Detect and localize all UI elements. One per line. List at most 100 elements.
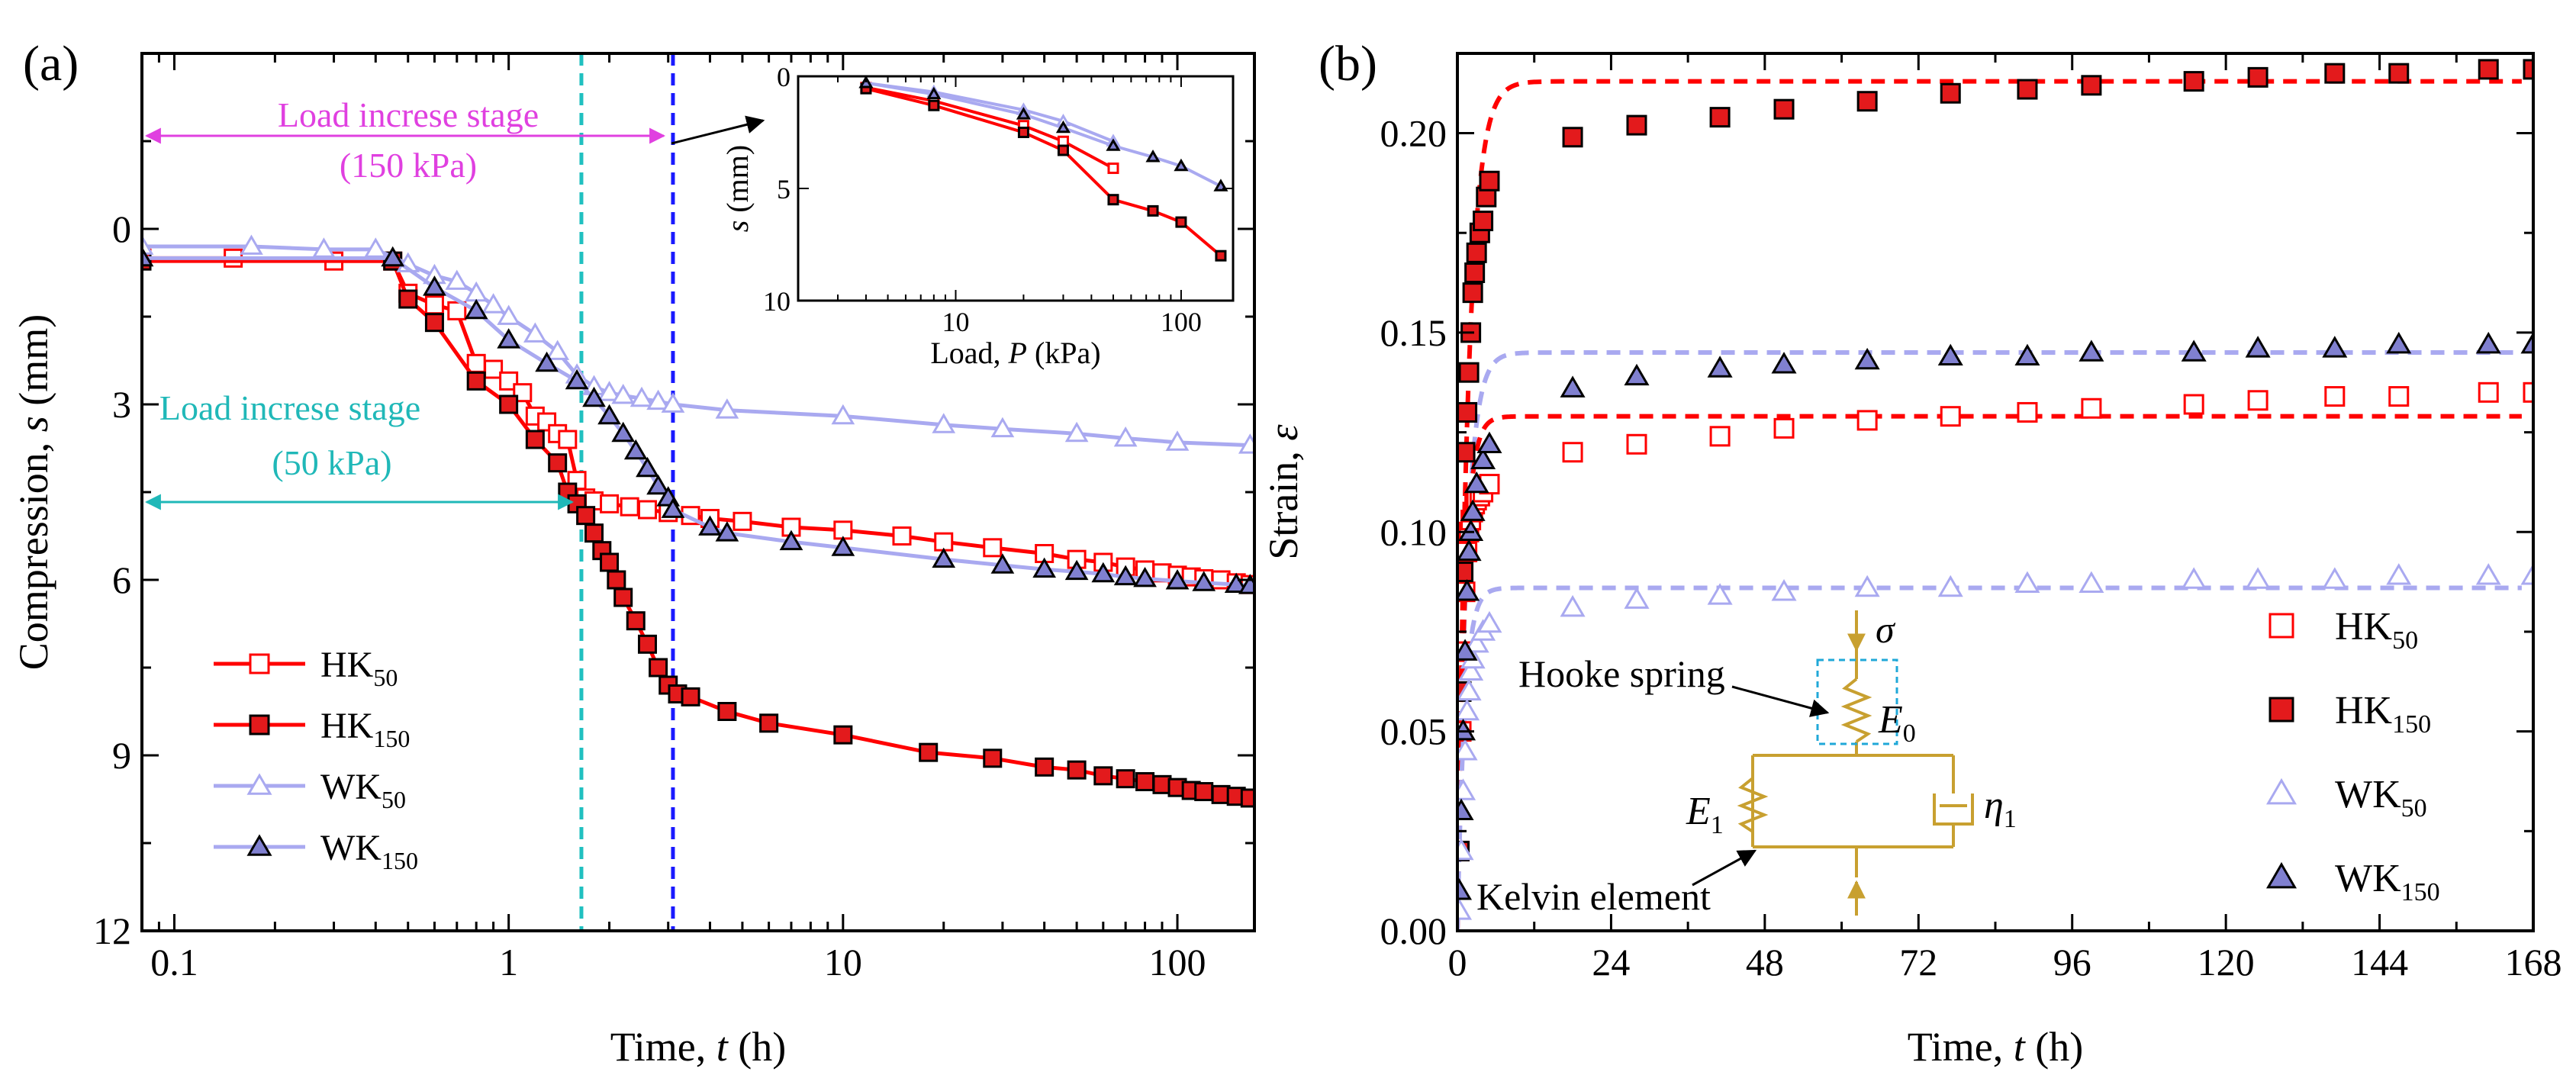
b-point-WK50	[2520, 563, 2533, 585]
a-point-WK150	[1192, 571, 1216, 591]
b-point-HK50	[1856, 410, 1878, 431]
a-y-tick-label: 6	[112, 558, 131, 601]
a-legend-label: HK50	[320, 645, 398, 691]
b-point-WK150	[2245, 336, 2271, 358]
b-point-HK150	[2523, 59, 2533, 80]
e1-symbol: E	[1686, 790, 1711, 833]
b-legend-item-HK150: HK150	[2268, 689, 2431, 739]
a-point-WK150	[623, 439, 648, 460]
a-point-WK150	[779, 530, 803, 551]
b-legend-label: WK150	[2335, 857, 2440, 906]
a-point-WK50	[464, 281, 488, 302]
b-point-WK150	[1624, 363, 1650, 386]
b-point-HK150	[2183, 71, 2204, 92]
a-point-WK150	[1064, 559, 1089, 581]
inset-line-WK150	[865, 81, 1222, 188]
a-point-WK50	[142, 234, 154, 255]
b-point-WK50	[2181, 567, 2207, 589]
b-point-HK150	[1709, 107, 1731, 128]
a-point-HK150	[576, 506, 596, 526]
eta-symbol: η	[1984, 784, 2004, 827]
stage-150-sublabel: (150 kPa)	[340, 146, 477, 185]
b-legend-label: WK50	[2335, 773, 2427, 822]
b-point-HK150	[2081, 75, 2102, 96]
inset-point-HK150	[1057, 144, 1069, 156]
inset-point-WK150	[1145, 150, 1161, 163]
a-point-HK150	[607, 570, 626, 590]
b-point-WK150	[2386, 331, 2412, 354]
b-series-WK150	[1457, 331, 2533, 900]
b-point-HK150	[1457, 562, 1474, 583]
a-point-WK50	[646, 389, 670, 410]
a-point-WK150	[464, 298, 488, 320]
inset-point-WK150	[1016, 107, 1031, 120]
hooke-spring-label: Hooke spring	[1518, 652, 1725, 695]
b-legend-label: HK50	[2335, 605, 2418, 655]
a-point-HK150	[613, 587, 633, 607]
b-y-tick-label: 0.05	[1380, 710, 1447, 753]
a-point-WK50	[932, 413, 956, 433]
inset-point-HK50	[1107, 163, 1119, 175]
a-point-HK150	[398, 289, 418, 309]
b-point-WK50	[1854, 575, 1880, 597]
inset-point-HK150	[1175, 216, 1187, 228]
b-point-WK150	[2520, 331, 2533, 354]
a-point-HK50	[499, 371, 519, 391]
b-fit-3	[1457, 585, 2522, 931]
b-point-WK50	[1458, 658, 1484, 681]
b-point-WK50	[1560, 594, 1586, 617]
b-point-WK150	[1937, 343, 1963, 366]
hooke-spring	[1840, 678, 1872, 743]
b-legend-item-WK150: WK150	[2265, 857, 2440, 906]
a-point-WK150	[1032, 557, 1057, 578]
a-point-HK50	[600, 494, 620, 513]
b-point-WK50	[1707, 583, 1733, 605]
a-point-WK150	[611, 421, 636, 443]
inset-point-HK150	[1147, 204, 1159, 217]
inset-point-WK150	[926, 86, 942, 100]
b-point-WK50	[1624, 587, 1650, 609]
b-point-HK50	[1773, 417, 1795, 439]
inset-point-HK150	[1107, 194, 1119, 206]
eta-label: η1	[1984, 784, 2017, 833]
a-y-tick-label: 9	[112, 734, 131, 777]
a-point-HK150	[759, 713, 779, 733]
inset-y-tick-label: 10	[763, 286, 791, 317]
a-point-WK150	[423, 275, 446, 296]
a-legend-item-HK50: HK50	[214, 645, 398, 691]
a-legend-marker	[246, 773, 272, 795]
a-point-HK50	[733, 511, 752, 531]
eta-subscript: 1	[2004, 805, 2017, 833]
b-x-tick-label: 0	[1448, 941, 1467, 983]
b-series-WK50	[1457, 563, 2533, 920]
b-legend-marker	[2265, 861, 2297, 889]
b-point-HK150	[1562, 127, 1583, 148]
inset-point-HK150	[928, 99, 940, 111]
b-point-HK50	[2183, 394, 2204, 415]
a-point-HK150	[717, 702, 737, 721]
panel-a-tag: (a)	[23, 36, 79, 92]
inset-x-tick-label: 100	[1161, 307, 1202, 337]
b-point-WK50	[1457, 678, 1482, 701]
b-point-HK50	[1562, 442, 1583, 463]
inset-point-HK150	[1215, 249, 1227, 262]
model-sigma-label: σ	[1876, 608, 1896, 651]
a-point-HK150	[649, 658, 668, 678]
a-legend-marker	[249, 714, 270, 736]
panel-b-tag: (b)	[1319, 36, 1377, 92]
b-point-WK150	[1460, 499, 1486, 521]
e0-subscript: 0	[1903, 719, 1916, 748]
a-point-WK150	[497, 328, 521, 349]
b-point-WK150	[1457, 639, 1478, 661]
b-legend-item-HK50: HK50	[2268, 605, 2418, 655]
a-point-HK150	[681, 687, 700, 707]
e0-label: E0	[1878, 698, 1916, 748]
b-point-HK150	[2247, 66, 2268, 88]
a-x-tick-label: 100	[1149, 941, 1206, 983]
a-point-WK50	[240, 234, 263, 255]
b-point-WK150	[1457, 539, 1482, 562]
b-point-HK50	[2523, 381, 2533, 403]
b-legend-label: HK150	[2335, 689, 2431, 739]
a-y-tick-label: 3	[112, 383, 131, 426]
